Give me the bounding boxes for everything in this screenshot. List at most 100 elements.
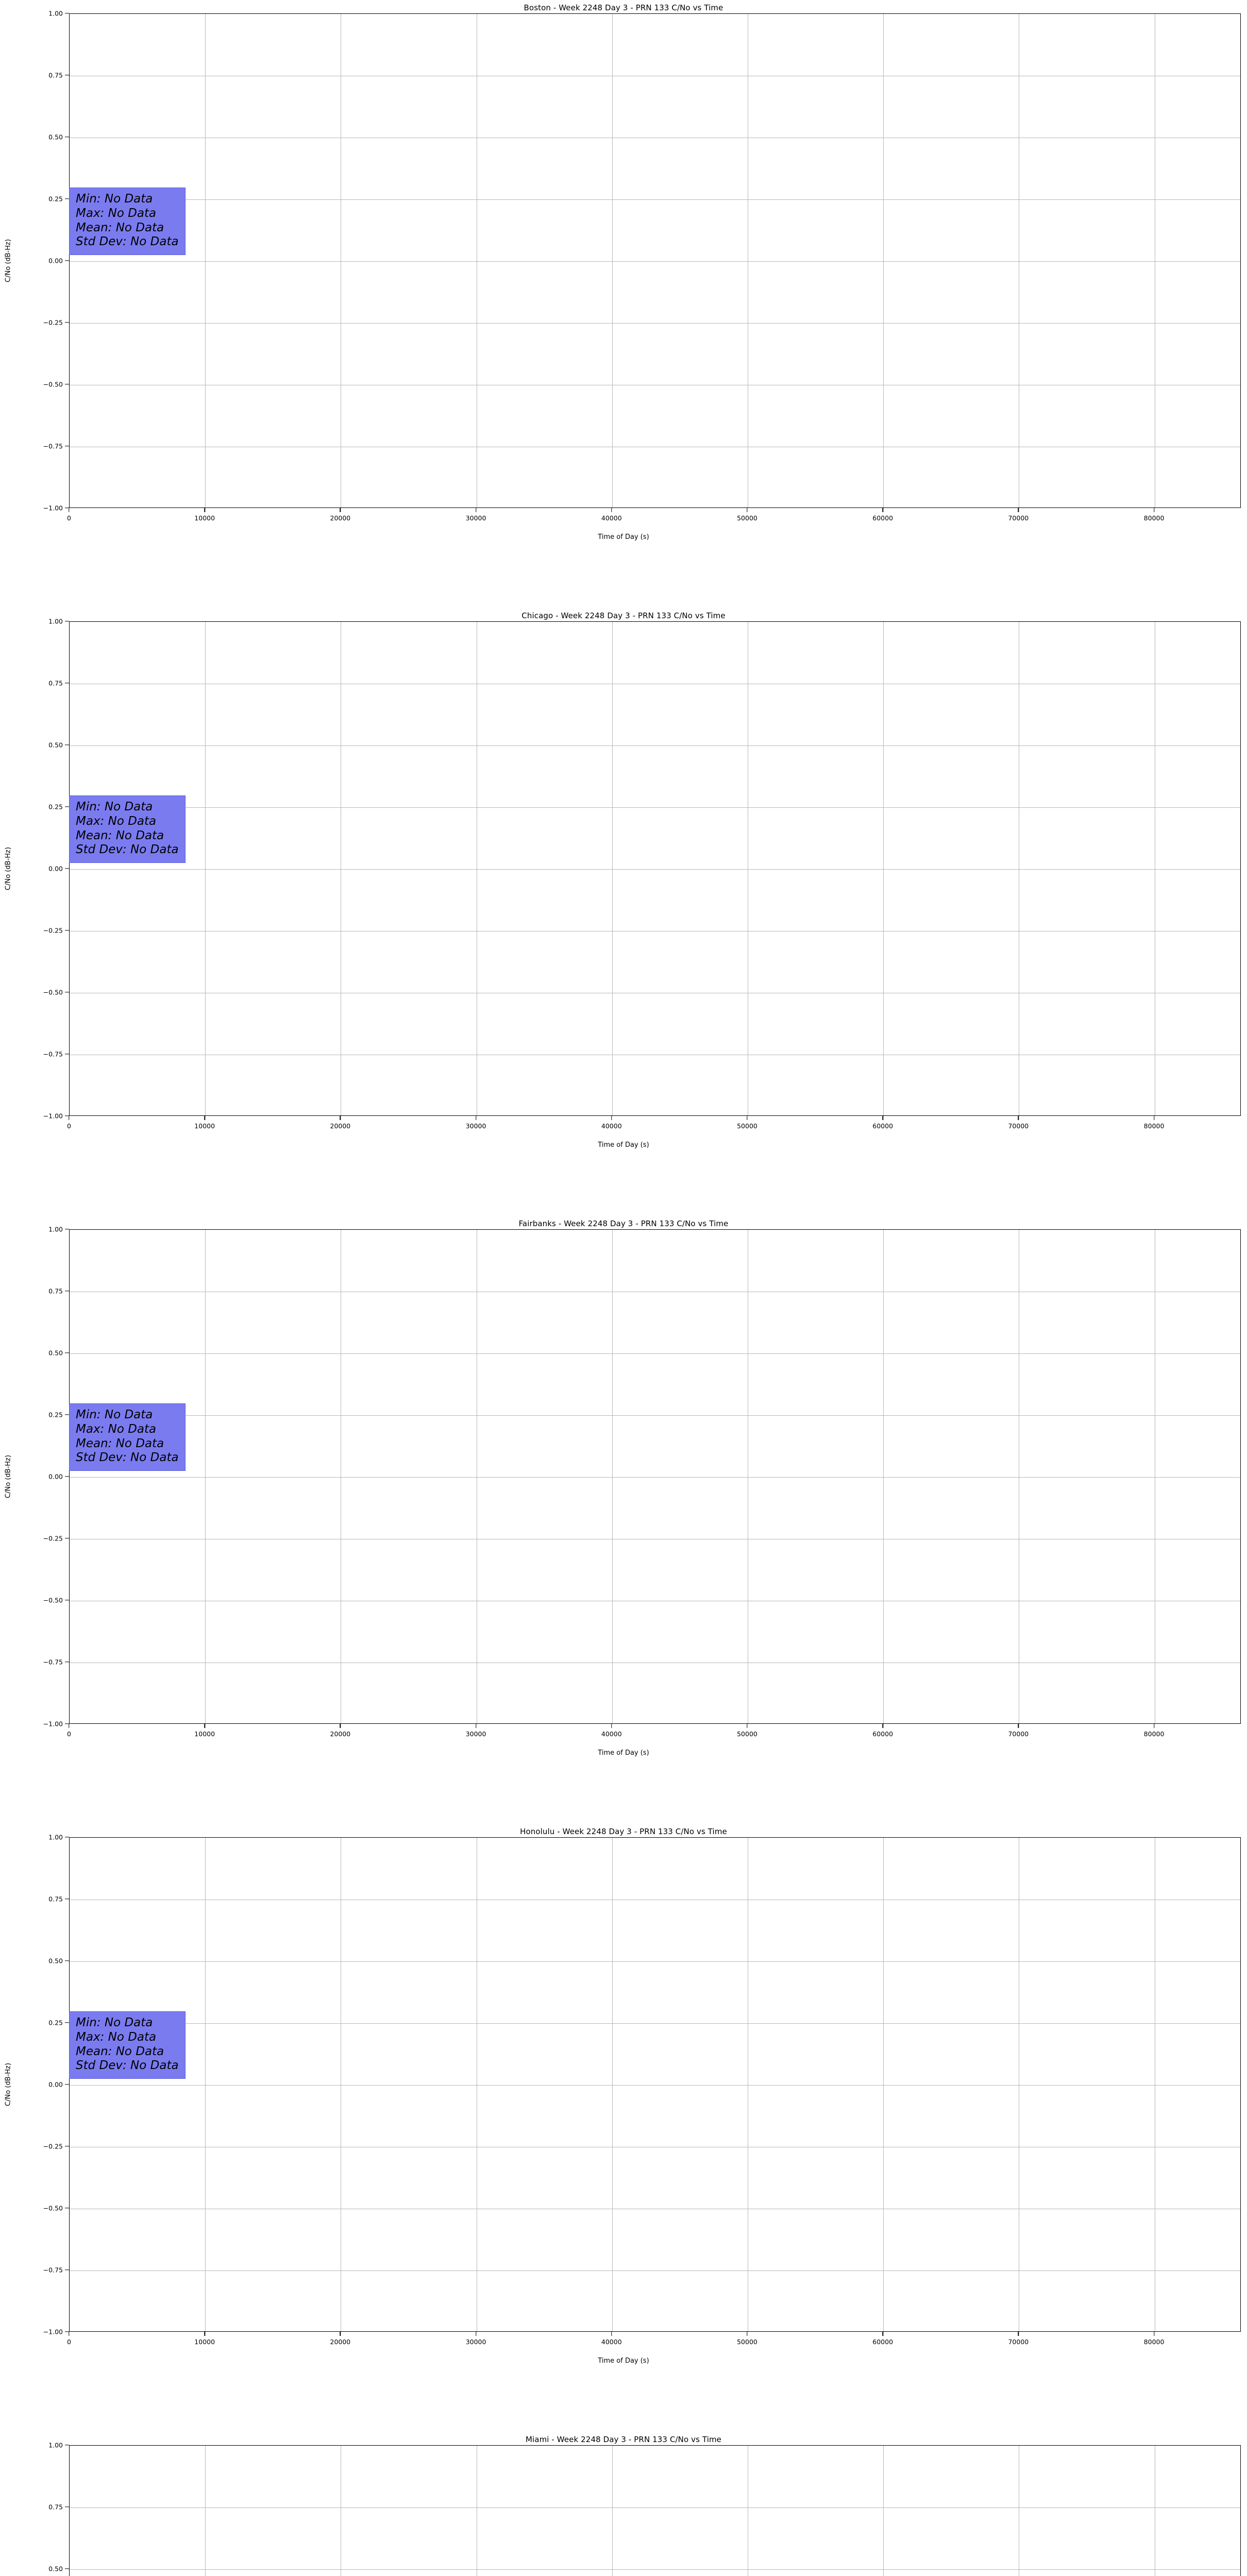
statistics-annotation-box: Min: No Data Max: No Data Mean: No Data Std… <box>69 2011 186 2079</box>
y-axis-tick-mark <box>65 744 69 745</box>
x-axis-tick-mark <box>882 1724 883 1728</box>
x-axis-tick-label: 60000 <box>872 2338 894 2346</box>
gridline-horizontal <box>70 2507 1240 2508</box>
stat-std-dev: Std Dev: No Data <box>76 1451 179 1465</box>
panel-title: Chicago - Week 2248 Day 3 - PRN 133 C/No… <box>521 611 726 620</box>
gridline-horizontal <box>70 745 1240 746</box>
y-axis-tick-label: 0.50 <box>48 133 63 141</box>
y-axis-tick-label: 0.50 <box>48 2565 63 2573</box>
x-axis-tick-label: 80000 <box>1143 1122 1165 1130</box>
y-axis-tick-label: 1.00 <box>48 2441 63 2449</box>
x-axis-tick-label: 60000 <box>872 1122 894 1130</box>
stat-min: Min: No Data <box>76 1408 153 1422</box>
y-axis-tick-mark <box>65 2506 69 2507</box>
y-axis-tick-label: −0.50 <box>43 380 63 388</box>
gridline-horizontal <box>70 261 1240 262</box>
x-axis-tick-label: 10000 <box>194 514 215 522</box>
y-axis-tick-label: 0.00 <box>48 865 63 873</box>
x-axis-tick-mark <box>204 2332 205 2336</box>
y-axis-tick-mark <box>65 2269 69 2270</box>
x-axis-tick-label: 0 <box>67 2338 71 2346</box>
gridline-vertical <box>612 622 613 1115</box>
x-axis-tick-label: 20000 <box>330 514 351 522</box>
x-axis-tick-label: 0 <box>67 514 71 522</box>
y-axis-tick-mark <box>65 2331 69 2332</box>
x-axis-tick-mark <box>340 1724 341 1728</box>
x-axis-tick-label: 80000 <box>1143 1730 1165 1738</box>
y-axis-label: C/No (dB-Hz) <box>4 239 12 282</box>
x-axis-tick-mark <box>340 508 341 512</box>
x-axis-tick-label: 10000 <box>194 1730 215 1738</box>
gridline-vertical <box>883 1838 884 2331</box>
x-axis-tick-label: 80000 <box>1143 514 1165 522</box>
gridline-vertical <box>205 1230 206 1723</box>
x-axis-tick-mark <box>611 1724 612 1728</box>
gridline-horizontal <box>70 869 1240 870</box>
stat-mean: Mean: No Data <box>76 2044 164 2058</box>
x-axis-tick-mark <box>611 2332 612 2336</box>
plot-area <box>69 2445 1241 2576</box>
x-axis-label: Time of Day (s) <box>598 1749 649 1757</box>
x-axis-tick-label: 20000 <box>330 1122 351 1130</box>
x-axis-tick-mark <box>882 508 883 512</box>
y-axis-tick-label: 0.00 <box>48 257 63 265</box>
x-axis-tick-label: 70000 <box>1008 2338 1029 2346</box>
y-axis-tick-label: −0.25 <box>43 318 63 327</box>
subplot-panel: Miami - Week 2248 Day 3 - PRN 133 C/No v… <box>0 2432 1247 2576</box>
x-axis-tick-label: 10000 <box>194 2338 215 2346</box>
stat-mean: Mean: No Data <box>76 221 164 234</box>
y-axis-tick-label: 0.75 <box>48 71 63 79</box>
y-axis-tick-mark <box>65 1723 69 1724</box>
stat-max: Max: No Data <box>76 1422 157 1436</box>
panel-title: Miami - Week 2248 Day 3 - PRN 133 C/No v… <box>525 2435 722 2444</box>
y-axis-tick-label: 0.50 <box>48 1957 63 1965</box>
y-axis-tick-label: 0.75 <box>48 679 63 687</box>
x-axis-tick-label: 40000 <box>601 2338 622 2346</box>
y-axis-tick-label: −1.00 <box>43 1720 63 1728</box>
x-axis-label: Time of Day (s) <box>598 1141 649 1149</box>
x-axis-tick-label: 30000 <box>465 2338 486 2346</box>
y-axis-tick-mark <box>65 1414 69 1415</box>
x-axis-tick-label: 60000 <box>872 514 894 522</box>
y-axis-tick-mark <box>65 1960 69 1961</box>
x-axis-tick-mark <box>204 508 205 512</box>
y-axis-tick-label: 0.25 <box>48 2019 63 2027</box>
gridline-vertical <box>205 1838 206 2331</box>
stat-min: Min: No Data <box>76 2016 153 2030</box>
y-axis-tick-label: 0.00 <box>48 1472 63 1481</box>
y-axis-tick-label: 0.75 <box>48 2503 63 2511</box>
gridline-vertical <box>205 14 206 507</box>
subplot-panel: Fairbanks - Week 2248 Day 3 - PRN 133 C/… <box>0 1216 1247 1824</box>
y-axis-tick-label: −0.25 <box>43 926 63 935</box>
y-axis-tick-label: 0.25 <box>48 195 63 203</box>
y-axis-tick-mark <box>65 868 69 869</box>
x-axis-tick-label: 20000 <box>330 2338 351 2346</box>
plot-area <box>69 13 1241 508</box>
x-axis-tick-label: 50000 <box>737 1730 757 1738</box>
x-axis-tick-label: 30000 <box>465 1122 486 1130</box>
panel-title: Fairbanks - Week 2248 Day 3 - PRN 133 C/… <box>518 1219 729 1228</box>
y-axis-tick-mark <box>65 806 69 807</box>
gridline-horizontal <box>70 2085 1240 2086</box>
x-axis-tick-label: 70000 <box>1008 1730 1029 1738</box>
x-axis-tick-mark <box>1018 2332 1019 2336</box>
statistics-annotation-box: Min: No Data Max: No Data Mean: No Data Std… <box>69 188 186 255</box>
x-axis-label: Time of Day (s) <box>598 2357 649 2365</box>
y-axis-tick-label: 0.25 <box>48 1411 63 1419</box>
x-axis-tick-label: 60000 <box>872 1730 894 1738</box>
stat-min: Min: No Data <box>76 192 153 206</box>
plot-area <box>69 621 1241 1116</box>
x-axis-tick-label: 0 <box>67 1730 71 1738</box>
stat-std-dev: Std Dev: No Data <box>76 843 179 857</box>
gridline-horizontal <box>70 2569 1240 2570</box>
panel-title: Boston - Week 2248 Day 3 - PRN 133 C/No … <box>524 3 723 12</box>
y-axis-tick-mark <box>65 2568 69 2569</box>
x-axis-tick-mark <box>611 1116 612 1120</box>
stat-max: Max: No Data <box>76 2030 157 2044</box>
y-axis-tick-label: −0.75 <box>43 1658 63 1666</box>
x-axis-tick-mark <box>1018 1116 1019 1120</box>
gridline-vertical <box>612 1230 613 1723</box>
gridline-horizontal <box>70 1415 1240 1416</box>
gridline-vertical <box>612 2446 613 2576</box>
y-axis-tick-mark <box>65 1352 69 1353</box>
